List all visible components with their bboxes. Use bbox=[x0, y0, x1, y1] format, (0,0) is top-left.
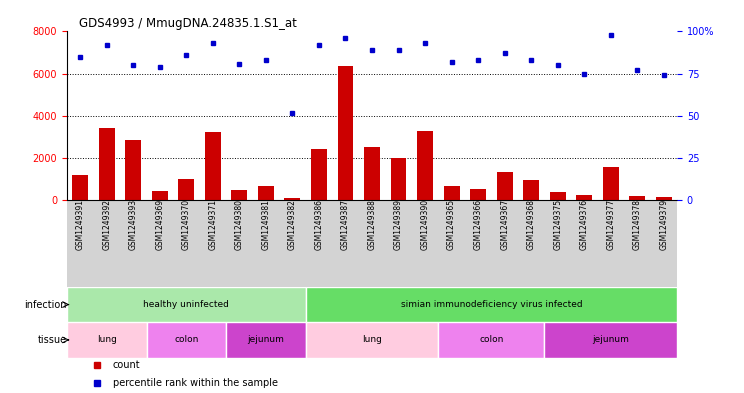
Bar bbox=[72, 175, 89, 200]
Text: count: count bbox=[113, 360, 141, 371]
Bar bbox=[205, 132, 221, 200]
Bar bbox=[67, 287, 306, 322]
Bar bbox=[306, 322, 438, 358]
Bar bbox=[603, 167, 619, 200]
Bar bbox=[284, 198, 301, 200]
Bar bbox=[338, 66, 353, 200]
Bar bbox=[258, 186, 274, 200]
Bar bbox=[125, 140, 141, 200]
Bar bbox=[179, 179, 194, 200]
Bar bbox=[523, 180, 539, 200]
Text: infection: infection bbox=[24, 299, 66, 310]
Bar bbox=[438, 322, 545, 358]
Text: GDS4993 / MmugDNA.24835.1.S1_at: GDS4993 / MmugDNA.24835.1.S1_at bbox=[79, 17, 297, 30]
Bar bbox=[67, 322, 147, 358]
Bar bbox=[391, 158, 406, 200]
Text: simian immunodeficiency virus infected: simian immunodeficiency virus infected bbox=[400, 300, 582, 309]
Bar bbox=[417, 131, 433, 200]
Text: jejunum: jejunum bbox=[592, 336, 629, 344]
Bar bbox=[655, 197, 672, 200]
Bar bbox=[470, 189, 486, 200]
Text: lung: lung bbox=[362, 336, 382, 344]
Bar bbox=[226, 322, 306, 358]
Text: lung: lung bbox=[97, 336, 117, 344]
Bar bbox=[545, 322, 677, 358]
Text: colon: colon bbox=[479, 336, 504, 344]
Bar bbox=[147, 322, 226, 358]
Bar bbox=[231, 190, 247, 200]
Bar bbox=[497, 172, 513, 200]
Bar bbox=[311, 149, 327, 200]
Text: colon: colon bbox=[174, 336, 199, 344]
Text: tissue: tissue bbox=[37, 335, 66, 345]
Text: percentile rank within the sample: percentile rank within the sample bbox=[113, 378, 278, 388]
Bar bbox=[152, 191, 167, 200]
Bar bbox=[364, 147, 380, 200]
Text: jejunum: jejunum bbox=[248, 336, 284, 344]
Bar bbox=[99, 128, 115, 200]
Bar bbox=[306, 287, 677, 322]
Bar bbox=[629, 196, 645, 200]
Bar bbox=[550, 191, 565, 200]
Text: healthy uninfected: healthy uninfected bbox=[144, 300, 229, 309]
Bar bbox=[443, 186, 460, 200]
Bar bbox=[577, 195, 592, 200]
